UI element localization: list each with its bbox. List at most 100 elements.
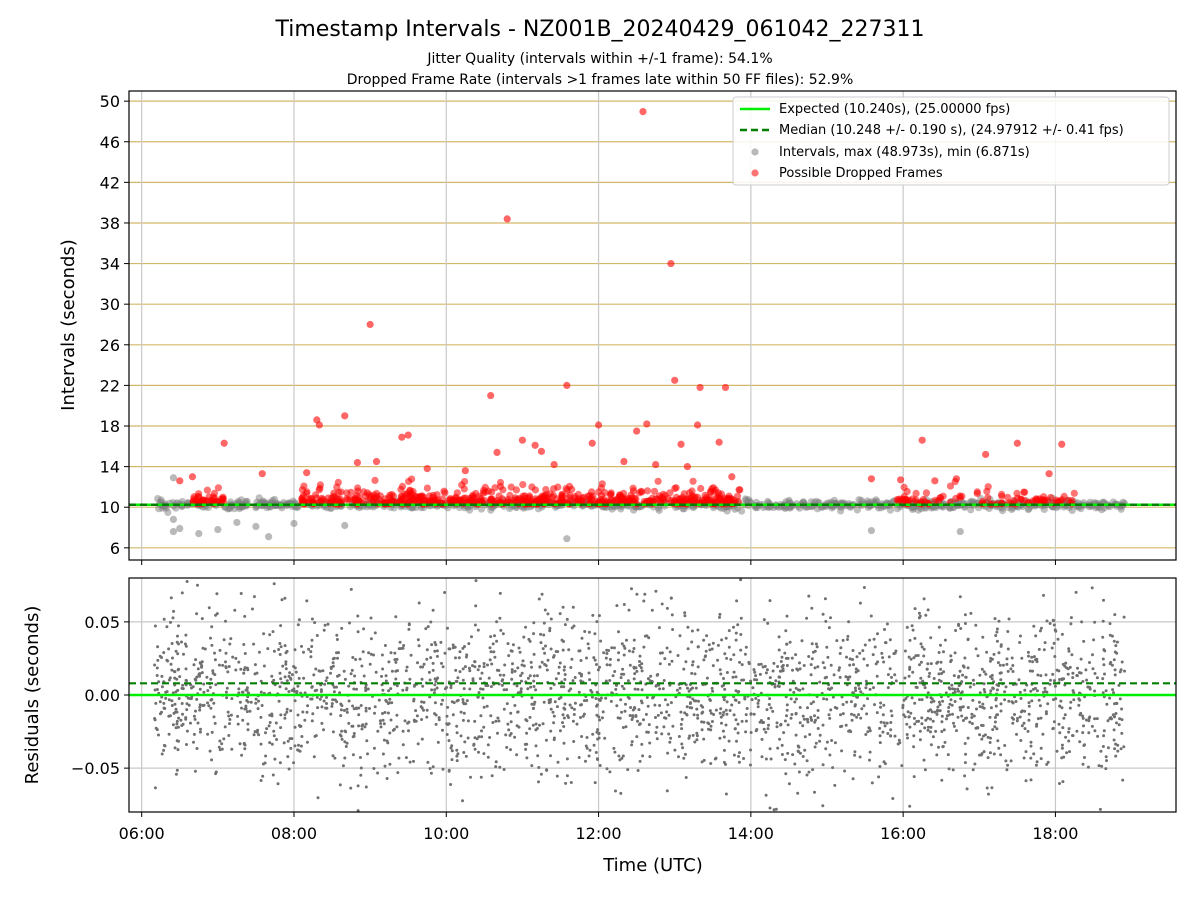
residual-point: [825, 645, 829, 649]
residual-point: [345, 707, 349, 711]
residual-point: [507, 654, 511, 658]
residual-point: [1067, 727, 1071, 731]
residual-point: [1077, 703, 1081, 707]
residual-point: [270, 742, 274, 746]
residual-point: [981, 702, 985, 706]
residual-point: [208, 749, 212, 753]
residual-point: [686, 686, 689, 690]
dropped-frame-point: [688, 493, 696, 501]
residual-point: [957, 674, 961, 678]
residual-point: [519, 674, 523, 678]
residual-point: [343, 756, 347, 760]
residual-point: [563, 665, 567, 669]
residual-point: [687, 736, 691, 740]
residual-point: [1101, 745, 1105, 748]
residual-point: [1038, 704, 1042, 708]
residual-point: [718, 736, 722, 740]
residual-point: [764, 671, 768, 675]
residual-point: [1087, 716, 1091, 720]
residual-point: [816, 727, 820, 730]
residual-point: [961, 673, 965, 677]
residual-point: [764, 757, 768, 761]
residual-point: [268, 741, 272, 745]
top-y-axis-label: Intervals (seconds): [58, 239, 79, 411]
residual-point: [612, 746, 616, 750]
residual-point: [251, 607, 254, 611]
dropped-frame-point: [219, 495, 227, 503]
residual-point: [922, 597, 926, 601]
residual-point: [730, 703, 734, 707]
residual-point: [293, 744, 297, 748]
top-y-tick-label: 22: [100, 376, 120, 395]
residual-point: [956, 687, 960, 691]
residual-point: [832, 673, 836, 677]
dropped-frame-point: [594, 421, 603, 429]
residual-point: [536, 754, 540, 758]
residual-point: [381, 712, 384, 715]
residual-point: [169, 662, 173, 666]
bottom-x-tick-label: 14:00: [728, 824, 774, 843]
residual-point: [284, 667, 288, 671]
residual-point: [851, 658, 854, 661]
residual-point: [704, 654, 707, 658]
residual-point: [716, 643, 720, 647]
bottom-x-tick-label: 18:00: [1032, 824, 1078, 843]
residual-point: [200, 671, 204, 675]
residual-point: [505, 688, 509, 692]
dropped-frame-point: [300, 482, 308, 490]
residual-point: [596, 668, 600, 672]
residual-point: [735, 599, 739, 603]
residual-point: [1015, 732, 1018, 736]
residual-point: [461, 678, 465, 682]
residual-point: [542, 700, 546, 704]
residual-point: [272, 649, 276, 653]
residual-point: [631, 714, 635, 718]
dropped-frame-point: [423, 465, 431, 473]
residual-point: [651, 695, 655, 699]
residual-point: [290, 689, 294, 692]
residual-point: [321, 669, 325, 673]
residual-point: [591, 613, 595, 617]
residual-point: [229, 637, 233, 641]
residual-point: [635, 669, 639, 673]
residual-point: [863, 643, 867, 647]
residual-point: [679, 710, 683, 714]
residual-point: [904, 697, 908, 700]
residual-point: [486, 663, 489, 667]
residual-point: [881, 730, 885, 734]
residual-point: [959, 627, 963, 630]
residual-point: [908, 638, 912, 642]
residual-point: [1057, 669, 1061, 673]
residual-point: [798, 751, 802, 755]
residual-point: [1055, 749, 1059, 753]
dropped-frame-point: [922, 489, 931, 497]
residual-point: [769, 706, 773, 710]
residual-point: [446, 705, 450, 709]
residual-point: [789, 697, 793, 701]
residual-point: [339, 714, 343, 718]
residual-point: [975, 707, 978, 711]
residual-point: [853, 753, 857, 757]
residual-point: [200, 617, 204, 621]
bottom-y-axis-label: Residuals (seconds): [22, 606, 43, 785]
residual-point: [630, 587, 633, 591]
residual-point: [941, 745, 945, 749]
residual-point: [1005, 662, 1009, 666]
residual-point: [397, 647, 401, 651]
residual-point: [389, 651, 393, 655]
residual-point: [1052, 641, 1056, 645]
residual-point: [544, 664, 548, 668]
residual-point: [640, 742, 644, 746]
residual-point: [318, 669, 322, 673]
residual-point: [461, 799, 464, 803]
residual-point: [789, 716, 793, 720]
residual-point: [580, 735, 584, 738]
residual-point: [417, 644, 421, 648]
residual-point: [1112, 658, 1116, 662]
residual-point: [982, 750, 986, 754]
residual-point: [1034, 658, 1037, 662]
residual-point: [1090, 586, 1094, 590]
residual-point: [259, 679, 263, 683]
residual-point: [786, 723, 790, 727]
residual-point: [777, 648, 781, 652]
